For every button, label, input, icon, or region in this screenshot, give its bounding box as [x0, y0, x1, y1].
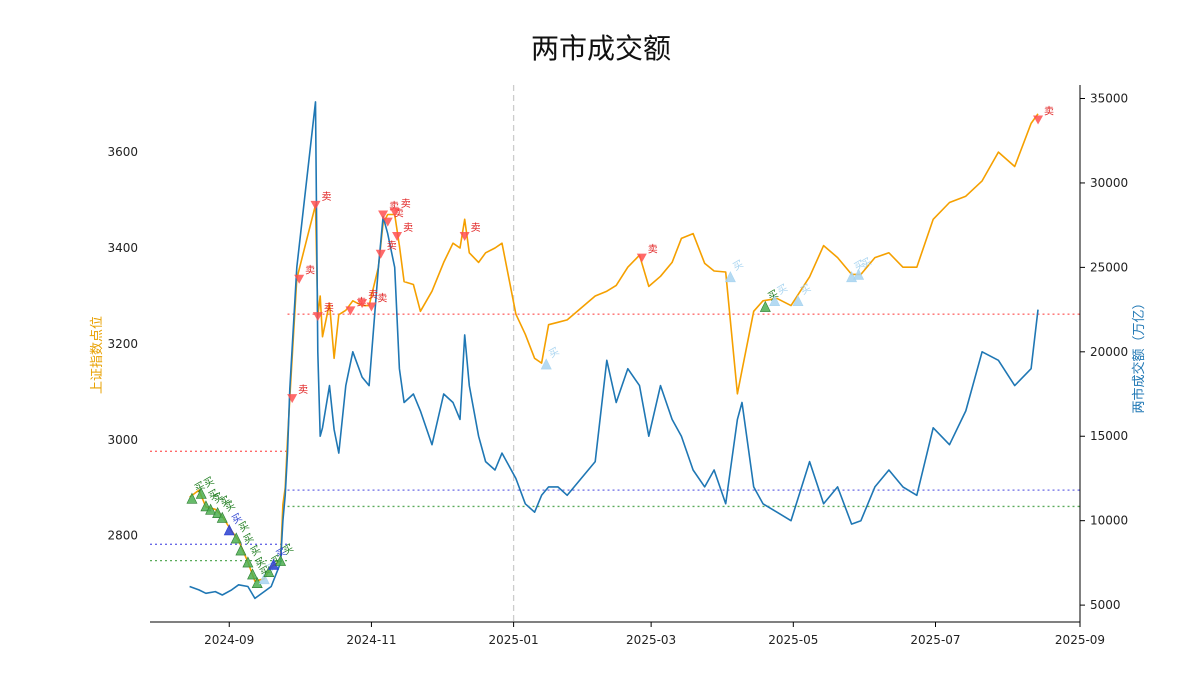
buy-marker-4: [212, 507, 224, 518]
buy-marker-7: [230, 532, 242, 544]
buy-marker-18: [759, 300, 771, 312]
sell-label-9: 卖: [394, 208, 404, 220]
sell-marker-12: [459, 232, 470, 242]
axes: 2024-09 2024-11 2025-01 2025-03 2025-05 2025-…: [107, 85, 1128, 647]
sell-label-1: 卖: [305, 265, 315, 277]
y-right-tick-label-6: 35000: [1090, 92, 1128, 106]
y-axis-label-left: 上证指数点位: [90, 316, 105, 394]
y-left-tick-label-1: 3000: [107, 433, 138, 447]
y-right-tick-label-0: 5000: [1090, 598, 1121, 612]
x-tick-label-3: 2025-03: [626, 633, 676, 647]
y-left-tick-label-3: 3400: [107, 241, 138, 255]
buy-marker-20: [792, 295, 804, 307]
x-tick-label-2: 2025-01: [489, 633, 539, 647]
sell-label-2: 卖: [321, 191, 331, 203]
buy-marker-3: [205, 503, 217, 515]
buy-label-20: 买: [798, 282, 813, 297]
sell-label-7: 卖: [387, 240, 397, 252]
buy-marker-16: [540, 358, 552, 370]
buy-marker-9: [242, 556, 254, 568]
y-left-tick-label-0: 2800: [107, 529, 138, 543]
sell-marker-11: [392, 232, 403, 242]
y-right-tick-label-3: 20000: [1090, 345, 1128, 359]
sell-label-3: 卖: [324, 302, 334, 314]
sell-marker-7: [375, 249, 386, 259]
buy-label-16: 买: [547, 345, 562, 360]
sell-label-8: 卖: [389, 200, 399, 212]
x-tick-label-5: 2025-07: [910, 633, 960, 647]
sell-label-0: 卖: [298, 384, 308, 396]
buy-label-17: 买: [731, 258, 746, 273]
buy-marker-5: [216, 511, 228, 523]
sell-marker-10: [389, 208, 400, 218]
sell-marker-6: [366, 302, 377, 312]
sell-marker-1: [294, 274, 305, 284]
sell-marker-13: [636, 253, 647, 263]
buy-marker-17: [724, 271, 736, 283]
buy-marker-1: [195, 487, 207, 499]
buy-marker-22: [853, 268, 865, 280]
buy-marker-0: [186, 492, 198, 504]
sell-label-5: 卖: [368, 289, 378, 301]
sell-marker-3: [312, 312, 323, 322]
x-tick-label-1: 2024-11: [346, 633, 396, 647]
sell-marker-14: [1033, 115, 1044, 125]
sell-marker-2: [310, 200, 321, 210]
y-right-tick-label-2: 15000: [1090, 429, 1128, 443]
y-left-tick-label-2: 3200: [107, 337, 138, 351]
y-right-tick-label-1: 10000: [1090, 514, 1128, 528]
y-right-tick-label-5: 30000: [1090, 176, 1128, 190]
x-tick-label-6: 2025-09: [1055, 633, 1105, 647]
sell-marker-0: [287, 394, 298, 404]
sell-label-10: 卖: [401, 198, 411, 210]
sell-marker-5: [357, 299, 368, 309]
x-tick-label-4: 2025-05: [768, 633, 818, 647]
buy-marker-6: [223, 524, 235, 536]
y-left-tick-label-4: 3600: [107, 145, 138, 159]
buy-marker-8: [235, 544, 247, 556]
series-lines: [189, 101, 1039, 600]
sell-label-13: 卖: [648, 244, 658, 256]
signal-markers: 卖卖卖卖卖卖卖卖卖卖卖卖卖卖卖买买买买买买买买买买买买买买买买买买买买买买买: [186, 106, 1054, 588]
buy-marker-13: [263, 565, 275, 577]
buy-marker-15: [275, 554, 287, 566]
y-right-tick-label-4: 25000: [1090, 260, 1128, 274]
reference-lines: [150, 313, 1080, 562]
chart-title: 两市成交额: [531, 32, 671, 65]
sell-label-14: 卖: [1044, 106, 1054, 118]
sell-marker-8: [378, 210, 389, 220]
x-tick-label-0: 2024-09: [204, 633, 254, 647]
turnover-line: [189, 101, 1039, 600]
sell-marker-4: [345, 306, 356, 316]
sell-label-12: 卖: [471, 222, 481, 234]
sell-label-6: 卖: [377, 293, 387, 305]
buy-marker-12: [258, 573, 270, 585]
y-axis-label-right: 两市成交额（万亿）: [1131, 296, 1147, 413]
sell-label-11: 卖: [403, 222, 413, 234]
buy-marker-10: [247, 568, 259, 580]
sell-marker-9: [382, 217, 393, 227]
buy-marker-19: [769, 295, 781, 307]
